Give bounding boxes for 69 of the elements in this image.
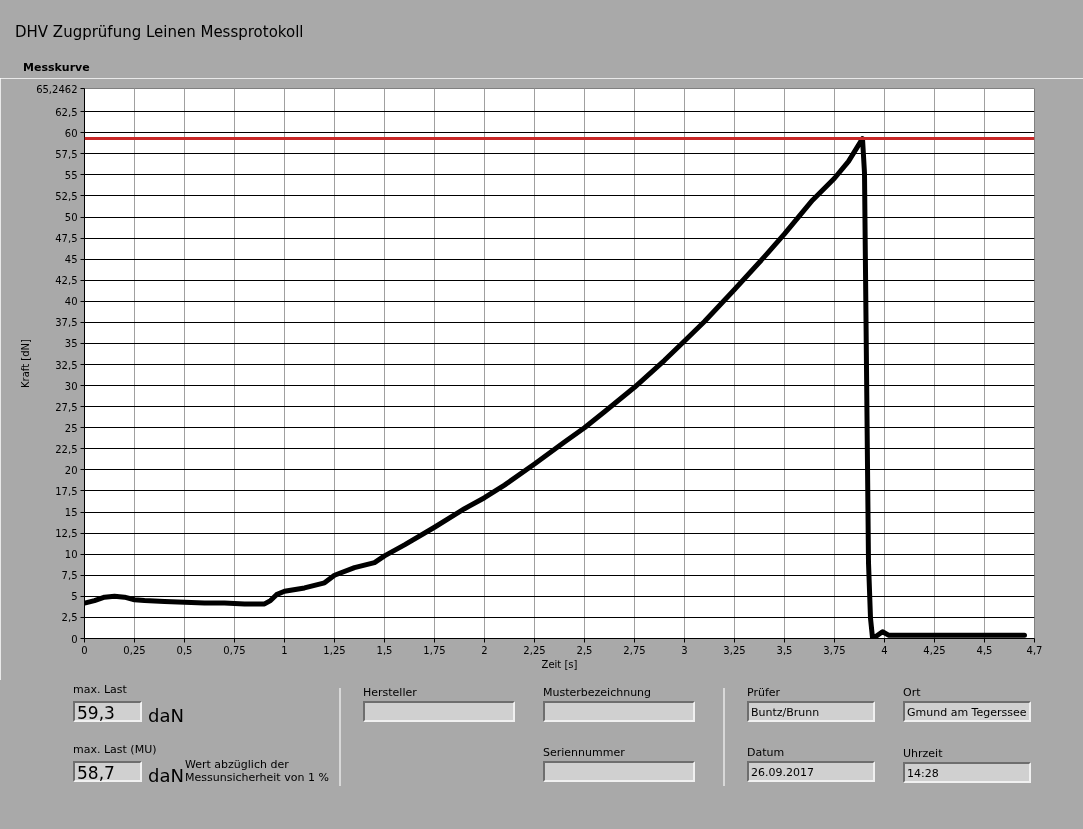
- y-tick-label: 25: [64, 422, 78, 434]
- y-axis-title: Kraft [dN]: [20, 338, 32, 388]
- y-tick-label: 55: [64, 169, 78, 181]
- text: daN: [148, 703, 184, 727]
- x-tick-label: 4,25: [923, 644, 946, 656]
- text: daN: [148, 763, 184, 787]
- x-tick-label: 3,25: [723, 644, 746, 656]
- y-tick-label: 22,5: [55, 443, 78, 455]
- x-tick-label: 3: [681, 644, 688, 656]
- y-tick-label: 30: [64, 380, 78, 392]
- x-tick-label: 2,25: [523, 644, 546, 656]
- text: Prüfer: [747, 686, 781, 700]
- x-tick-label: 4,5: [976, 644, 993, 656]
- x-tick-label: 4: [881, 644, 888, 656]
- x-tick-label: 3,75: [823, 644, 846, 656]
- y-tick-label: 5: [71, 591, 78, 603]
- y-tick-label: 27,5: [55, 401, 78, 413]
- x-tick-label: 0,5: [176, 644, 193, 656]
- y-tick-label: 37,5: [55, 317, 78, 329]
- y-tick-label: 17,5: [55, 485, 78, 497]
- text: 59,3: [77, 702, 115, 724]
- text: max. Last: [73, 683, 127, 697]
- x-tick-label: 3,5: [776, 644, 793, 656]
- x-tick-label: 0: [81, 644, 88, 656]
- text: Uhrzeit: [903, 747, 943, 761]
- y-tick-label: 57,5: [55, 148, 78, 160]
- text: Musterbezeichnung: [543, 686, 652, 700]
- text: Datum: [747, 746, 785, 760]
- y-tick-label: 0: [71, 633, 78, 645]
- text: Ort: [903, 686, 921, 700]
- x-tick-label: 1,75: [423, 644, 446, 656]
- y-tick-label: 62,5: [55, 106, 78, 118]
- y-tick-label: 20: [64, 464, 78, 476]
- y-tick-label: 65,2462: [36, 83, 78, 95]
- x-tick-label: 1,5: [376, 644, 393, 656]
- text: Seriennummer: [543, 746, 625, 760]
- text: Buntz/Brunn: [751, 706, 820, 720]
- y-tick-label: 32,5: [55, 359, 78, 371]
- x-tick-label: 4,7: [1026, 644, 1043, 656]
- y-tick-label: 35: [64, 338, 78, 350]
- x-tick-label: 1: [281, 644, 288, 656]
- x-tick-label: 1,25: [323, 644, 346, 656]
- y-tick-label: 12,5: [55, 528, 78, 540]
- y-tick-label: 45: [64, 254, 78, 266]
- y-tick-label: 10: [64, 549, 78, 561]
- text: max. Last (MU): [73, 743, 157, 757]
- y-tick-label: 2,5: [61, 612, 78, 624]
- x-tick-label: 0,75: [223, 644, 246, 656]
- text: Wert abzüglich der Messunsicherheit von 1 %: [185, 758, 330, 784]
- y-tick-label: 7,5: [61, 570, 78, 582]
- text: Gmund am Tegerssee: [907, 706, 1027, 720]
- text: Hersteller: [363, 686, 417, 700]
- text: 14:28: [907, 767, 939, 781]
- x-tick-label: 2,75: [623, 644, 646, 656]
- y-tick-label: 60: [64, 127, 78, 139]
- x-axis-title: Zeit [s]: [541, 658, 578, 670]
- chart-subtitle: Messkurve: [23, 61, 90, 75]
- chart-title: DHV Zugprüfung Leinen Messprotokoll: [15, 22, 304, 42]
- y-tick-label: 47,5: [55, 233, 78, 245]
- text: 58,7: [77, 762, 115, 784]
- x-tick-label: 2: [481, 644, 488, 656]
- y-tick-label: 50: [64, 212, 78, 224]
- y-tick-label: 52,5: [55, 190, 78, 202]
- y-tick-label: 40: [64, 296, 78, 308]
- y-tick-label: 15: [64, 507, 78, 519]
- x-tick-label: 2,5: [576, 644, 593, 656]
- y-tick-label: 42,5: [55, 275, 78, 287]
- text: 26.09.2017: [751, 766, 814, 780]
- x-tick-label: 0,25: [123, 644, 146, 656]
